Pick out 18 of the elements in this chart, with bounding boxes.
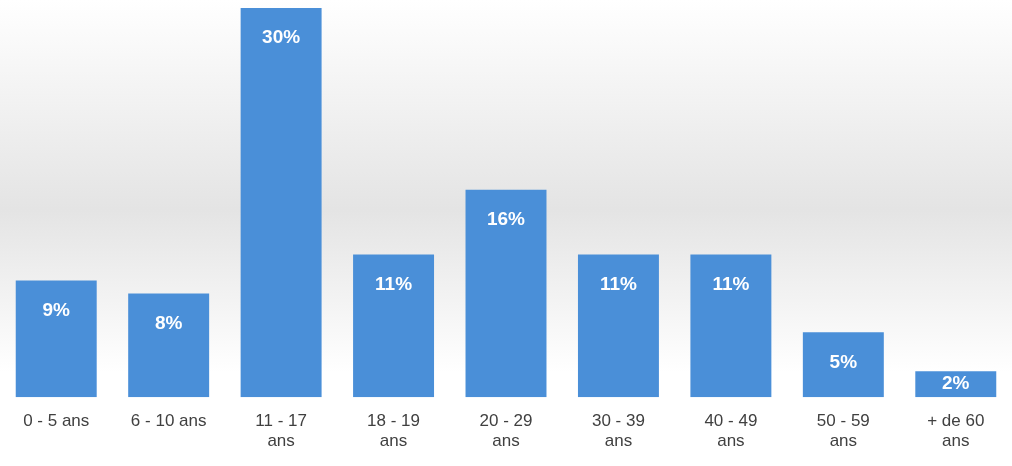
data-label: 11%	[599, 272, 638, 294]
x-tick-label: 30 - 39 ans	[591, 411, 645, 451]
x-tick-label: 6 - 10 ans	[130, 411, 207, 431]
x-tick-label: 50 - 59 ans	[816, 411, 870, 451]
data-label: 16%	[486, 207, 526, 229]
data-label: 30%	[262, 26, 301, 48]
x-tick-label: 40 - 49 ans	[704, 411, 758, 451]
x-tick-label: 20 - 29 ans	[479, 411, 533, 451]
x-tick-label: 18 - 19 ans	[367, 411, 421, 451]
data-label: 5%	[829, 350, 858, 372]
x-tick-label: 11 - 17 ans	[255, 411, 307, 451]
data-label: 9%	[42, 298, 71, 320]
data-label: 11%	[712, 272, 750, 294]
data-label: 2%	[942, 372, 970, 394]
x-tick-label: + de 60 ans	[927, 411, 985, 451]
x-tick-label: 0 - 5 ans	[23, 411, 90, 431]
data-label: 11%	[375, 272, 413, 294]
data-label: 8%	[154, 311, 183, 333]
